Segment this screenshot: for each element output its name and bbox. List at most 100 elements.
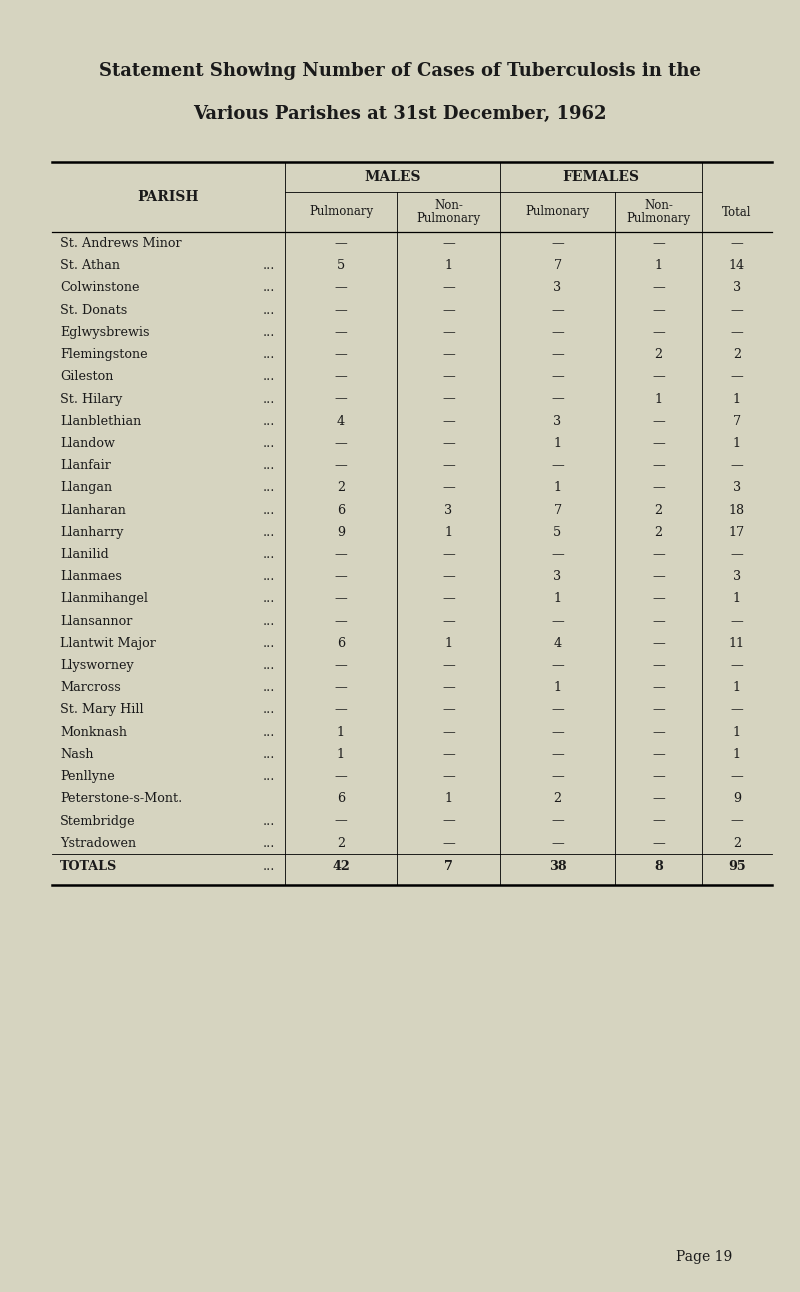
- Text: —: —: [551, 748, 564, 761]
- Text: 4: 4: [337, 415, 345, 428]
- Text: MALES: MALES: [364, 171, 421, 183]
- Text: —: —: [334, 814, 347, 828]
- Text: 1: 1: [554, 482, 562, 495]
- Text: —: —: [652, 548, 665, 561]
- Text: 1: 1: [733, 748, 741, 761]
- Text: —: —: [442, 659, 455, 672]
- Text: ...: ...: [262, 570, 275, 583]
- Text: —: —: [442, 814, 455, 828]
- Text: —: —: [652, 570, 665, 583]
- Text: 1: 1: [554, 593, 562, 606]
- Text: —: —: [442, 236, 455, 251]
- Text: Various Parishes at 31st December, 1962: Various Parishes at 31st December, 1962: [194, 105, 606, 123]
- Text: —: —: [652, 371, 665, 384]
- Text: Non-: Non-: [434, 199, 463, 212]
- Text: St. Hilary: St. Hilary: [60, 393, 122, 406]
- Text: —: —: [730, 703, 743, 717]
- Text: Llysworney: Llysworney: [60, 659, 134, 672]
- Text: 9: 9: [337, 526, 345, 539]
- Text: —: —: [334, 326, 347, 339]
- Text: —: —: [652, 748, 665, 761]
- Text: Llanmaes: Llanmaes: [60, 570, 122, 583]
- Text: 6: 6: [337, 504, 345, 517]
- Text: Llangan: Llangan: [60, 482, 112, 495]
- Text: Penllyne: Penllyne: [60, 770, 114, 783]
- Text: ...: ...: [262, 393, 275, 406]
- Text: —: —: [334, 770, 347, 783]
- Text: —: —: [334, 703, 347, 717]
- Text: 1: 1: [654, 260, 662, 273]
- Text: —: —: [652, 615, 665, 628]
- Text: 3: 3: [733, 282, 741, 295]
- Text: —: —: [442, 482, 455, 495]
- Text: —: —: [334, 371, 347, 384]
- Text: 1: 1: [445, 526, 453, 539]
- Text: —: —: [652, 659, 665, 672]
- Text: ...: ...: [262, 748, 275, 761]
- Text: Statement Showing Number of Cases of Tuberculosis in the: Statement Showing Number of Cases of Tub…: [99, 62, 701, 80]
- Text: —: —: [551, 371, 564, 384]
- Text: —: —: [442, 459, 455, 472]
- Text: 1: 1: [733, 393, 741, 406]
- Text: Non-: Non-: [644, 199, 673, 212]
- Text: Llanmihangel: Llanmihangel: [60, 593, 148, 606]
- Text: ...: ...: [262, 726, 275, 739]
- Text: 17: 17: [729, 526, 745, 539]
- Text: —: —: [442, 837, 455, 850]
- Text: —: —: [442, 703, 455, 717]
- Text: ...: ...: [262, 548, 275, 561]
- Text: Gileston: Gileston: [60, 371, 114, 384]
- Text: —: —: [730, 814, 743, 828]
- Text: —: —: [730, 659, 743, 672]
- Text: —: —: [442, 304, 455, 317]
- Text: Pulmonary: Pulmonary: [626, 212, 690, 225]
- Text: 2: 2: [654, 526, 662, 539]
- Text: Nash: Nash: [60, 748, 94, 761]
- Text: —: —: [652, 282, 665, 295]
- Text: ...: ...: [262, 837, 275, 850]
- Text: 18: 18: [729, 504, 745, 517]
- Text: 3: 3: [554, 415, 562, 428]
- Text: Llansannor: Llansannor: [60, 615, 132, 628]
- Text: 7: 7: [554, 504, 562, 517]
- Text: Llanharry: Llanharry: [60, 526, 123, 539]
- Text: ...: ...: [262, 814, 275, 828]
- Text: ...: ...: [262, 459, 275, 472]
- Text: —: —: [551, 703, 564, 717]
- Text: —: —: [442, 282, 455, 295]
- Text: —: —: [652, 459, 665, 472]
- Text: 2: 2: [733, 837, 741, 850]
- Text: —: —: [442, 748, 455, 761]
- Text: Peterstone-s-Mont.: Peterstone-s-Mont.: [60, 792, 182, 805]
- Text: Flemingstone: Flemingstone: [60, 348, 148, 360]
- Text: 1: 1: [733, 437, 741, 450]
- Text: 2: 2: [337, 482, 345, 495]
- Text: ...: ...: [262, 593, 275, 606]
- Text: 3: 3: [733, 570, 741, 583]
- Text: —: —: [442, 326, 455, 339]
- Text: ...: ...: [262, 770, 275, 783]
- Text: Marcross: Marcross: [60, 681, 121, 694]
- Text: ...: ...: [262, 681, 275, 694]
- Text: —: —: [551, 548, 564, 561]
- Text: —: —: [442, 348, 455, 360]
- Text: ...: ...: [262, 504, 275, 517]
- Text: —: —: [730, 459, 743, 472]
- Text: 95: 95: [728, 859, 746, 872]
- Text: 2: 2: [554, 792, 562, 805]
- Text: 7: 7: [733, 415, 741, 428]
- Text: Ystradowen: Ystradowen: [60, 837, 136, 850]
- Text: ...: ...: [262, 304, 275, 317]
- Text: St. Athan: St. Athan: [60, 260, 120, 273]
- Text: —: —: [442, 615, 455, 628]
- Text: —: —: [730, 615, 743, 628]
- Text: —: —: [551, 837, 564, 850]
- Text: Page 19: Page 19: [676, 1249, 732, 1264]
- Text: 38: 38: [549, 859, 566, 872]
- Text: 1: 1: [554, 437, 562, 450]
- Text: Eglwysbrewis: Eglwysbrewis: [60, 326, 150, 339]
- Text: —: —: [551, 770, 564, 783]
- Text: —: —: [442, 548, 455, 561]
- Text: —: —: [551, 236, 564, 251]
- Text: Stembridge: Stembridge: [60, 814, 136, 828]
